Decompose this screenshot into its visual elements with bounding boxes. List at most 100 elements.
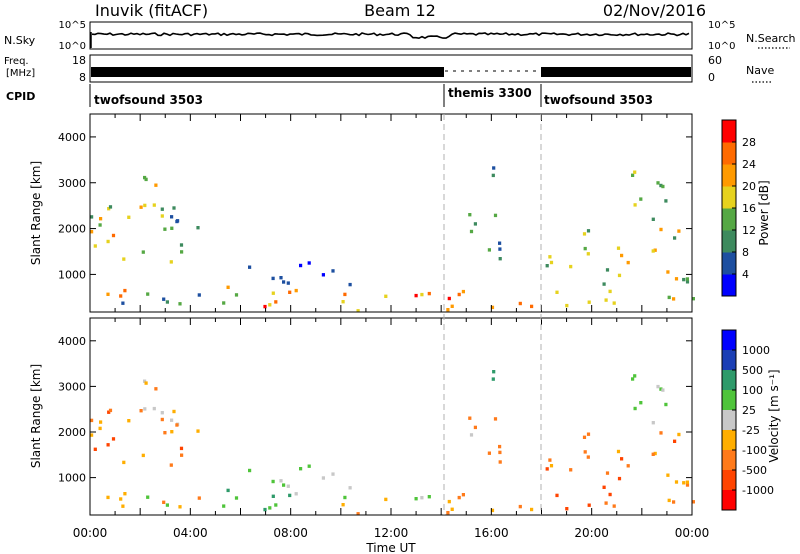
power-colorbar-swatch (722, 230, 736, 253)
power-cell (491, 173, 495, 178)
velocity-cell (341, 503, 345, 507)
velocity-cell (667, 498, 671, 503)
power-cell (307, 261, 311, 265)
velocity-cell (197, 496, 201, 500)
power-cell (152, 203, 156, 207)
freq-band-3 (541, 67, 691, 77)
power-cell (180, 250, 184, 254)
power-cell (518, 301, 522, 306)
velocity-cell (602, 485, 606, 489)
power-cell (487, 248, 491, 252)
velocity-cell (530, 507, 534, 512)
velocity-cell (248, 468, 252, 473)
power-cell (122, 257, 126, 261)
velocity-cell (263, 507, 267, 512)
x-tick-label: 00:00 (675, 526, 710, 540)
velocity-cell (222, 504, 226, 508)
velocity-cell (282, 483, 286, 487)
power-colorbar-label: 4 (742, 268, 749, 281)
power-cell (106, 239, 110, 244)
velocity-cell (414, 497, 418, 501)
velocity-cell (180, 453, 184, 457)
power-colorbar-label: Power [dB] (757, 180, 771, 245)
velocity-cell (307, 464, 311, 468)
cpid-segment-2: themis 3300 (448, 86, 532, 100)
velocity-y-axis-label: Slant Range [km] (29, 364, 43, 468)
velocity-cell (178, 505, 182, 509)
velocity-cell (163, 431, 167, 435)
power-cell (620, 253, 624, 258)
nsearch-label: N.Search (746, 32, 796, 45)
velocity-cell (612, 504, 616, 508)
velocity-cell (457, 495, 461, 500)
power-cell (656, 181, 660, 185)
velocity-cell (384, 497, 388, 502)
velocity-cell (196, 429, 200, 433)
velocity-cell (179, 446, 184, 451)
power-cell (341, 300, 345, 304)
power-cell (659, 227, 663, 232)
velocity-cell (659, 431, 663, 435)
velocity-cell (170, 418, 174, 422)
power-cell (160, 207, 164, 211)
power-cell (111, 233, 116, 238)
velocity-cell (493, 417, 498, 421)
velocity-cell (447, 499, 451, 504)
power-cell (268, 303, 272, 307)
velocity-cell (170, 430, 174, 434)
power-cell (234, 293, 239, 297)
x-tick-label: 04:00 (173, 526, 208, 540)
power-colorbar-label: 8 (742, 246, 749, 259)
power-cell (492, 166, 496, 170)
nsky-tick-top: 10^5 (59, 20, 86, 31)
nsky-panel-frame (89, 21, 693, 50)
velocity-cell (605, 471, 610, 475)
power-cell (661, 184, 665, 189)
power-cell (271, 291, 275, 295)
power-cell (274, 300, 278, 304)
velocity-cell (119, 497, 123, 501)
velocity-cell (165, 503, 169, 507)
velocity-colorbar-swatch (722, 490, 736, 511)
power-cell (288, 290, 292, 294)
velocity-colorbar-swatch (722, 330, 736, 351)
velocity-colorbar-swatch (722, 450, 736, 471)
power-cell (172, 206, 176, 210)
velocity-colorbar-swatch (722, 410, 736, 431)
y-tick-label: 4000 (58, 131, 86, 144)
velocity-cell (582, 435, 587, 439)
x-axis-label: Time UT (365, 541, 416, 554)
velocity-cell (583, 450, 587, 454)
power-heatmap-cells (90, 166, 695, 313)
velocity-cell (545, 467, 549, 471)
velocity-cell (152, 406, 156, 411)
power-cell (530, 304, 534, 309)
velocity-cell (144, 381, 148, 385)
velocity-cell (498, 444, 502, 449)
velocity-cell (491, 377, 495, 381)
velocity-colorbar-label: -1000 (742, 484, 774, 497)
power-cell (356, 309, 360, 313)
power-cell (446, 308, 450, 312)
freq-panel-frame (89, 54, 693, 83)
velocity-cell (160, 411, 164, 415)
velocity-cell (492, 370, 496, 374)
power-colorbar-label: 24 (742, 158, 756, 171)
power-cell (144, 177, 148, 182)
power-cell (685, 280, 690, 284)
power-cell (414, 293, 418, 298)
velocity-cell (586, 455, 590, 459)
power-cell (170, 215, 174, 219)
power-cell (299, 263, 303, 268)
power-cell (498, 257, 502, 261)
y-tick-label: 2000 (58, 426, 86, 439)
velocity-cell (321, 476, 325, 480)
power-colorbar-label: 16 (742, 202, 756, 215)
power-cell (119, 294, 123, 298)
power-cell (633, 203, 637, 207)
power-cell (178, 302, 182, 306)
velocity-cell (468, 416, 472, 420)
power-cell (141, 250, 145, 254)
velocity-cell (674, 480, 679, 484)
power-cell (226, 285, 230, 289)
